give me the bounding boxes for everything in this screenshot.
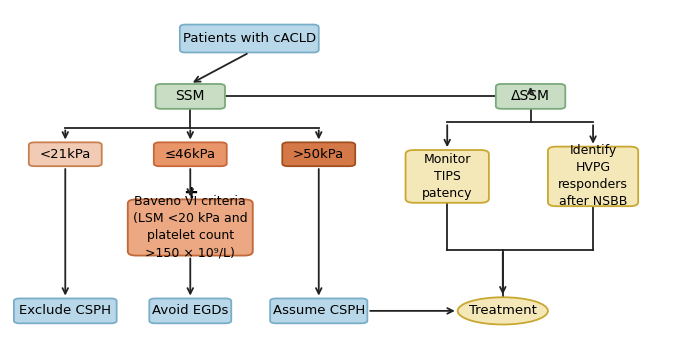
FancyBboxPatch shape [29,142,101,166]
FancyBboxPatch shape [128,199,253,256]
Ellipse shape [458,297,548,325]
FancyBboxPatch shape [548,147,638,206]
FancyBboxPatch shape [154,142,227,166]
Text: Avoid EGDs: Avoid EGDs [152,304,228,317]
FancyBboxPatch shape [496,84,566,109]
Text: ΔSSM: ΔSSM [511,89,550,103]
Text: Monitor
TIPS
patency: Monitor TIPS patency [422,153,472,200]
Text: SSM: SSM [176,89,205,103]
FancyBboxPatch shape [14,299,117,323]
Text: Baveno VI criteria
(LSM <20 kPa and
platelet count
>150 × 10⁹/L): Baveno VI criteria (LSM <20 kPa and plat… [133,195,248,260]
Text: Patients with cACLD: Patients with cACLD [183,32,316,45]
Text: ≤46kPa: ≤46kPa [164,148,216,161]
Text: Exclude CSPH: Exclude CSPH [20,304,111,317]
Text: Assume CSPH: Assume CSPH [272,304,365,317]
FancyBboxPatch shape [149,299,231,323]
Text: Treatment: Treatment [469,304,537,317]
Text: >50kPa: >50kPa [293,148,344,161]
Text: <21kPa: <21kPa [40,148,91,161]
Text: +: + [183,184,198,202]
FancyBboxPatch shape [282,142,355,166]
FancyBboxPatch shape [270,299,368,323]
Text: Identify
HVPG
responders
after NSBB: Identify HVPG responders after NSBB [558,144,628,208]
FancyBboxPatch shape [180,25,318,53]
FancyBboxPatch shape [155,84,225,109]
FancyBboxPatch shape [405,150,489,203]
